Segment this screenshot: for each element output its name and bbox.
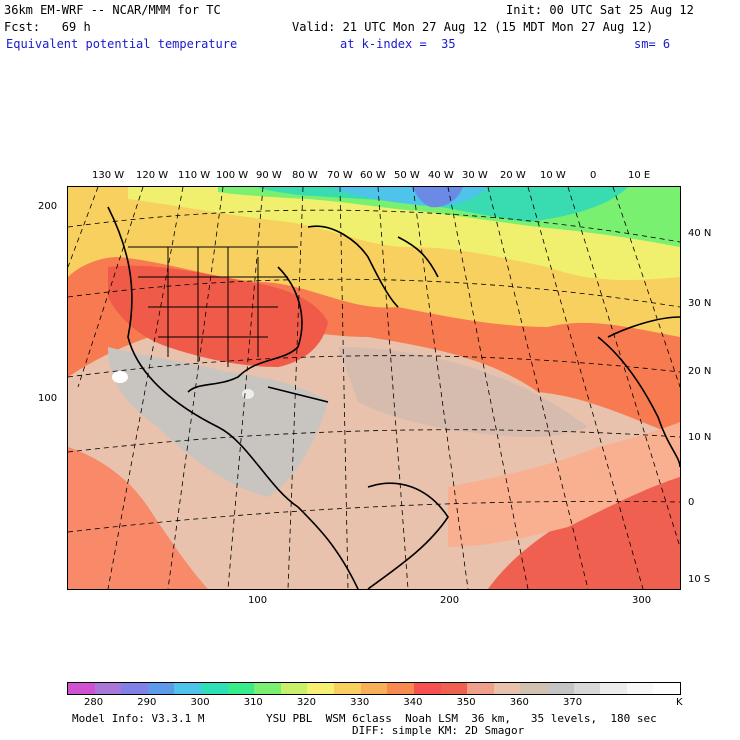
color-bar-swatch (121, 683, 148, 694)
longitude-label: 50 W (394, 170, 420, 181)
color-bar-label: 300 (190, 697, 210, 708)
latitude-label: 20 N (688, 366, 712, 377)
level-label: at k-index = 35 (340, 37, 456, 51)
latitude-label: 40 N (688, 228, 712, 239)
physics-line-1: YSU PBL WSM 6class Noah LSM 36 km, 35 le… (266, 712, 657, 725)
bottom-grid-label-200: 200 (440, 595, 460, 606)
color-bar-swatch (280, 683, 308, 694)
theta-e-map (67, 186, 681, 590)
field-warm-south-atlantic (488, 467, 680, 589)
color-bar-label: 310 (243, 697, 263, 708)
field-band-blue (413, 187, 463, 208)
color-bar-swatch (147, 683, 175, 694)
color-bar-swatch (387, 683, 414, 694)
bottom-grid-label-100: 100 (248, 595, 268, 606)
color-bar-swatch (360, 683, 388, 694)
color-bar-label: 360 (509, 697, 529, 708)
color-bar-swatch (573, 683, 601, 694)
valid-time: Valid: 21 UTC Mon 27 Aug 12 (15 MDT Mon … (292, 20, 654, 34)
color-bar-swatch (201, 683, 228, 694)
color-bar-swatch (467, 683, 494, 694)
field-spot-gulf (242, 389, 254, 399)
color-bar-swatch (174, 683, 202, 694)
longitude-label: 30 W (462, 170, 488, 181)
political-borders (128, 246, 298, 367)
color-bar-swatch (493, 683, 521, 694)
color-bar (67, 682, 681, 695)
color-bar-swatch (546, 683, 574, 694)
color-bar-swatch (413, 683, 441, 694)
longitude-label: 130 W (92, 170, 125, 181)
color-bar-swatch (600, 683, 627, 694)
longitude-label: 70 W (327, 170, 353, 181)
longitude-label: 0 (590, 170, 597, 181)
color-bar-label: 350 (456, 697, 476, 708)
color-bar-label: 320 (296, 697, 317, 708)
longitude-label: 120 W (136, 170, 169, 181)
left-grid-label-200: 200 (38, 201, 58, 212)
left-grid-label-100: 100 (38, 393, 58, 404)
color-bar-unit: K (676, 697, 683, 708)
longitude-label: 90 W (256, 170, 282, 181)
color-bar-swatch (520, 683, 547, 694)
color-bar-label: 330 (350, 697, 370, 708)
longitude-label: 10 W (540, 170, 566, 181)
longitude-label: 80 W (292, 170, 318, 181)
color-bar-swatch (334, 683, 361, 694)
color-bar-swatch (94, 683, 122, 694)
physics-line-2: DIFF: simple KM: 2D Smagor (352, 724, 525, 737)
color-bar-label: 280 (84, 697, 104, 708)
latitude-label: 10 S (688, 574, 711, 585)
forecast-hour: Fcst: 69 h (4, 20, 91, 34)
longitude-label: 60 W (360, 170, 386, 181)
latitude-label: 0 (688, 497, 695, 508)
color-bar-swatch (307, 683, 335, 694)
field-name: Equivalent potential temperature (6, 37, 238, 51)
latitude-label: 30 N (688, 298, 712, 309)
color-bar-swatch (440, 683, 468, 694)
model-info: Model Info: V3.3.1 M (72, 712, 205, 725)
field-spot-mexico (112, 371, 128, 383)
color-bar-swatch (626, 683, 654, 694)
smoothing-label: sm= 6 (634, 37, 671, 51)
color-bar-label: 370 (563, 697, 583, 708)
longitude-label: 110 W (178, 170, 211, 181)
longitude-label: 40 W (428, 170, 454, 181)
field-gray-gulf (108, 347, 328, 497)
init-time: Init: 00 UTC Sat 25 Aug 12 (506, 3, 694, 17)
latitude-label: 10 N (688, 432, 712, 443)
longitude-label: 20 W (500, 170, 526, 181)
color-bar-swatch (227, 683, 255, 694)
coastlines (107, 206, 680, 589)
color-bar-label: 290 (137, 697, 157, 708)
field-warm-eq-band (448, 422, 680, 547)
color-bar-swatch (68, 683, 95, 694)
field-gray-atlantic (338, 347, 588, 437)
color-bar-label: 340 (403, 697, 423, 708)
color-bar-swatch (254, 683, 281, 694)
longitude-label: 100 W (216, 170, 249, 181)
field-warm-us (108, 265, 328, 367)
bottom-grid-label-300: 300 (632, 595, 652, 606)
model-title: 36km EM-WRF -- NCAR/MMM for TC (4, 3, 221, 17)
color-bar-swatch (653, 683, 681, 694)
longitude-label: 10 E (628, 170, 651, 181)
